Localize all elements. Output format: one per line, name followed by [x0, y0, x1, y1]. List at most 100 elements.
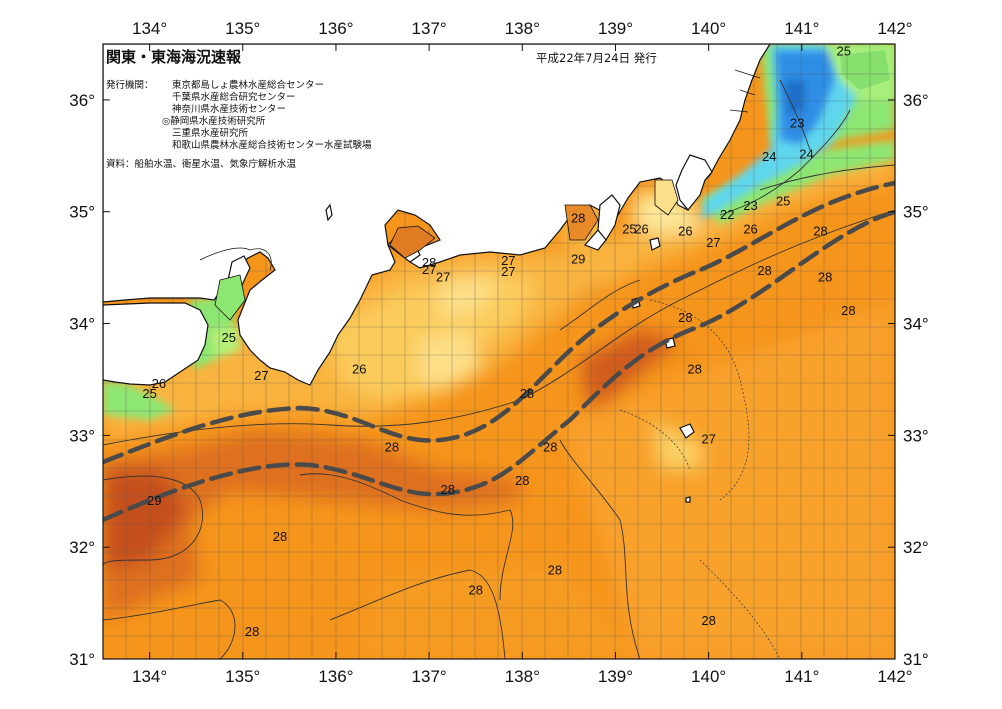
isotherm-label: 26 — [743, 222, 757, 237]
kuroshio-south-edge — [103, 209, 895, 523]
lon-tick-label-top: 136° — [318, 19, 353, 38]
isotherm-label: 27 — [254, 368, 268, 383]
lat-tick-label-left: 32° — [69, 538, 95, 557]
issue-date: 平成22年7月24日 発行 — [536, 51, 657, 65]
lon-tick-label-top: 142° — [877, 19, 912, 38]
aogashima-island — [685, 496, 691, 503]
isotherm-label: 25 — [776, 194, 790, 209]
isotherm-label: 28 — [245, 624, 259, 639]
lon-tick-label-top: 135° — [225, 19, 260, 38]
isotherm-label: 25 — [142, 386, 156, 401]
isotherm-label: 27 — [436, 270, 450, 285]
lat-tick-label-right: 34° — [903, 315, 929, 334]
lon-tick-label-top: 140° — [691, 19, 726, 38]
isotherm-label: 26 — [634, 222, 648, 237]
data-source: 資料：船舶水温、衛星水温、気象庁解析水温 — [106, 158, 297, 170]
lon-tick-label-top: 138° — [505, 19, 540, 38]
honshu — [103, 44, 771, 386]
issuer-3: 神奈川県水産技術センター — [172, 103, 286, 115]
isotherm-label: 28 — [841, 303, 855, 318]
lon-tick-label-bottom: 138° — [505, 667, 540, 686]
lon-tick-label-bottom: 142° — [877, 667, 912, 686]
isotherm-label: 28 — [468, 583, 482, 598]
isotherm-label: 28 — [687, 361, 701, 376]
isotherm-label: 28 — [701, 613, 715, 628]
lat-tick-label-left: 36° — [69, 91, 95, 110]
isotherm-label: 25 — [837, 44, 851, 59]
isotherm-label: 29 — [147, 493, 161, 508]
isotherm-label: 28 — [818, 270, 832, 285]
isotherm-label: 27 — [501, 253, 515, 268]
isotherm-label: 28 — [813, 224, 827, 239]
latitude-ticks-right: 36° 35° 34° 33° 32° 31° — [888, 91, 929, 669]
izu-peninsula — [597, 194, 621, 242]
isotherm-label: 25 — [222, 330, 236, 345]
latitude-ticks-left: 36° 35° 34° 33° 32° 31° — [69, 91, 110, 669]
longitude-ticks-top: 134° 135° 136° 137° 138° 139° 140° 141° 142° — [132, 19, 913, 51]
isotherm-label: 26 — [678, 224, 692, 239]
isotherm-label: 27 — [701, 432, 715, 447]
inland-outlines — [199, 69, 761, 271]
lat-tick-label-right: 33° — [903, 426, 929, 445]
isotherm-label: 28 — [515, 473, 529, 488]
issuer-6: 和歌山県農林水産総合技術センター水産試験場 — [172, 139, 372, 151]
isotherm-label: 23 — [743, 198, 757, 213]
isotherm-label: 27 — [422, 262, 436, 277]
isotherm-label: 22 — [720, 207, 734, 222]
lon-tick-label-bottom: 137° — [412, 667, 447, 686]
land — [103, 44, 771, 503]
isotherm-label: 28 — [678, 310, 692, 325]
isotherm-label: 28 — [385, 440, 399, 455]
tokyo-bay — [654, 179, 679, 216]
lat-tick-label-right: 32° — [903, 538, 929, 557]
lon-tick-label-top: 139° — [598, 19, 633, 38]
lat-tick-label-left: 33° — [69, 426, 95, 445]
isotherm-label: 28 — [571, 210, 585, 225]
isotherm-label: 29 — [571, 252, 585, 267]
isotherm-label: 28 — [273, 529, 287, 544]
isotherm-label: 26 — [352, 361, 366, 376]
isotherm-label: 28 — [548, 563, 562, 578]
issuer-5: 三重県水産研究所 — [172, 127, 249, 139]
isotherm-label: 25 — [622, 222, 636, 237]
lat-tick-label-right: 31° — [903, 650, 929, 669]
lat-tick-label-right: 35° — [903, 203, 929, 222]
isotherm-label: 28 — [543, 440, 557, 455]
isotherm-label: 26 — [152, 376, 166, 391]
isotherm-label: 24 — [762, 149, 776, 164]
isotherm-label: 27 — [501, 264, 515, 279]
isotherm-label: 28 — [422, 255, 436, 270]
lon-tick-label-bottom: 136° — [318, 667, 353, 686]
isotherm-label: 24 — [799, 147, 813, 162]
kuroshio-paths — [103, 180, 895, 523]
isotherm-label: 23 — [790, 115, 804, 130]
lon-tick-label-bottom: 141° — [784, 667, 819, 686]
issuer-4: ◎静岡県水産技術研究所 — [162, 115, 266, 127]
shikoku — [103, 302, 209, 386]
issuer-1: 東京都島しょ農林水産総合センター — [172, 79, 324, 91]
kuroshio-north-edge — [103, 180, 895, 465]
lon-tick-label-top: 141° — [784, 19, 819, 38]
oki-shape — [325, 203, 333, 222]
map-frame — [102, 43, 896, 660]
lon-tick-label-top: 134° — [132, 19, 167, 38]
isotherm-label: 28 — [757, 263, 771, 278]
isotherm-label: 27 — [706, 235, 720, 250]
longitude-ticks-bottom: 134° 135° 136° 137° 138° 139° 140° 141° 142° — [132, 652, 913, 686]
lat-tick-label-left: 34° — [69, 315, 95, 334]
ise-bay — [389, 225, 436, 259]
light-orange-patches — [360, 300, 895, 659]
isotherm-label: 28 — [520, 386, 534, 401]
map-title: 関東・東海海況速報 — [106, 48, 242, 66]
lon-tick-label-bottom: 135° — [225, 667, 260, 686]
lon-tick-label-bottom: 139° — [598, 667, 633, 686]
issuer-2: 千葉県水産総合研究センター — [172, 91, 296, 103]
lon-tick-label-top: 137° — [412, 19, 447, 38]
lat-tick-label-right: 36° — [903, 91, 929, 110]
lon-tick-label-bottom: 134° — [132, 667, 167, 686]
lat-tick-label-left: 35° — [69, 203, 95, 222]
boso-peninsula — [675, 154, 713, 211]
lon-tick-label-bottom: 140° — [691, 667, 726, 686]
